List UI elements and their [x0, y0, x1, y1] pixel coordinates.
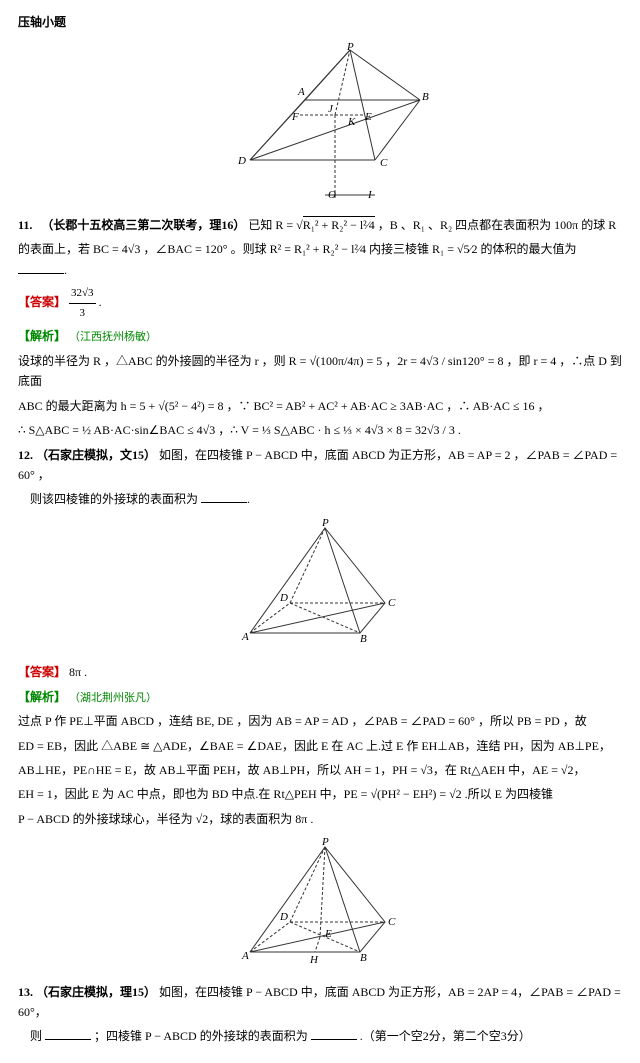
p11-l1a: 已知 R =	[248, 218, 296, 232]
p11-number: 11.	[18, 218, 32, 232]
svg-text:O: O	[328, 189, 336, 200]
p12-s4: EH = 1，因此 E 为 AC 中点，即也为 BD 中点.在 Rt△PEH 中…	[18, 784, 622, 804]
svg-text:A: A	[241, 631, 249, 643]
p11-l1c: ，B 、R₁ 、R₂ 四点都在表面积为 100π 的球 R	[378, 218, 616, 232]
p12-s2: ED = EB，因此 △ABE ≅ △ADE，∠BAE = ∠DAE，因此 E …	[18, 736, 622, 756]
answer-label: 【答案】	[18, 295, 66, 309]
svg-text:C: C	[388, 916, 396, 928]
blank	[311, 1027, 357, 1040]
p13-number: 13.	[18, 985, 33, 999]
p12-ans: 8π .	[69, 665, 87, 679]
svg-text:F: F	[291, 111, 299, 123]
p11-s2: ABC 的最大距离为 h = 5 + √(5² − 4²) = 8 ，∵ BC²…	[18, 396, 622, 416]
p12-number: 12.	[18, 448, 33, 462]
p11-source: （长郡十五校高三第二次联考，理16）	[41, 218, 245, 232]
p12-s3: AB⊥HE，PE∩HE = E，故 AB⊥平面 PEH，故 AB⊥PH，所以 A…	[18, 760, 622, 780]
svg-text:B: B	[360, 952, 367, 964]
p11-root: R₁² + R₂² − l²⁄4	[303, 216, 375, 232]
blank	[201, 490, 247, 503]
svg-text:C: C	[380, 157, 388, 169]
figure-p11: P A B C D F E J K O I	[18, 40, 622, 206]
p11-hint: （江西抚州杨敏）	[69, 331, 157, 343]
svg-text:H: H	[309, 954, 319, 966]
svg-text:D: D	[237, 155, 246, 167]
svg-text:J: J	[328, 103, 334, 115]
p11-line2: 的表面上，若 BC = 4√3 ，∠BAC = 120° 。则球 R² = R₁…	[18, 239, 622, 280]
p12-source: （石家庄模拟，文15）	[36, 448, 156, 462]
figure-p12: P A B C D	[18, 518, 622, 654]
p11-parse-head: 【解析】 （江西抚州杨敏）	[18, 326, 622, 347]
p11-s1: 设球的半径为 R ，△ABC 的外接圆的半径为 r ，则 R = √(100π/…	[18, 351, 622, 392]
p13-q1: 13. （石家庄模拟，理15） 如图，在四棱锥 P − ABCD 中，底面 AB…	[18, 982, 622, 1023]
figure-p13: P A B C D E H	[18, 837, 622, 973]
parse-label: 【解析】	[18, 329, 66, 343]
answer-label: 【答案】	[18, 665, 66, 679]
svg-text:B: B	[360, 633, 367, 645]
p12-s1: 过点 P 作 PE⊥平面 ABCD ，连结 BE, DE ，因为 AB = AP…	[18, 711, 622, 731]
svg-text:E: E	[324, 928, 332, 940]
blank	[45, 1027, 91, 1040]
p13-source: （石家庄模拟，理15）	[36, 985, 156, 999]
p12-q2: 则该四棱锥的外接球的表面积为 .	[18, 489, 622, 509]
svg-text:P: P	[321, 518, 329, 529]
blank	[18, 261, 64, 274]
p12-answer: 【答案】 8π .	[18, 662, 622, 682]
svg-text:P: P	[346, 41, 354, 53]
p11-answer: 【答案】 32√33 .	[18, 284, 622, 322]
p12-hint: （湖北荆州张凡）	[69, 692, 157, 704]
svg-text:B: B	[422, 91, 429, 103]
parse-label: 【解析】	[18, 690, 66, 704]
p12-parse-head: 【解析】 （湖北荆州张凡）	[18, 687, 622, 708]
p11-s3: ∴ S△ABC = ½ AB·AC·sin∠BAC ≤ 4√3 ，∴ V = ⅓…	[18, 420, 622, 440]
page-header: 压轴小题	[18, 12, 622, 32]
svg-text:D: D	[279, 911, 288, 923]
svg-text:E: E	[364, 111, 372, 123]
svg-text:K: K	[347, 116, 356, 128]
svg-text:P: P	[321, 837, 329, 848]
svg-text:A: A	[241, 950, 249, 962]
p13-q2: 则 ；四棱锥 P − ABCD 的外接球的表面积为 .（第一个空2分，第二个空3…	[18, 1026, 622, 1046]
svg-text:A: A	[297, 86, 305, 98]
p11-line1: 11. （长郡十五校高三第二次联考，理16） 已知 R = R₁² + R₂² …	[18, 215, 622, 235]
svg-text:C: C	[388, 597, 396, 609]
svg-text:D: D	[279, 592, 288, 604]
p12-q1: 12. （石家庄模拟，文15） 如图，在四棱锥 P − ABCD 中，底面 AB…	[18, 445, 622, 486]
p12-s5: P − ABCD 的外接球球心，半径为 √2，球的表面积为 8π .	[18, 809, 622, 829]
